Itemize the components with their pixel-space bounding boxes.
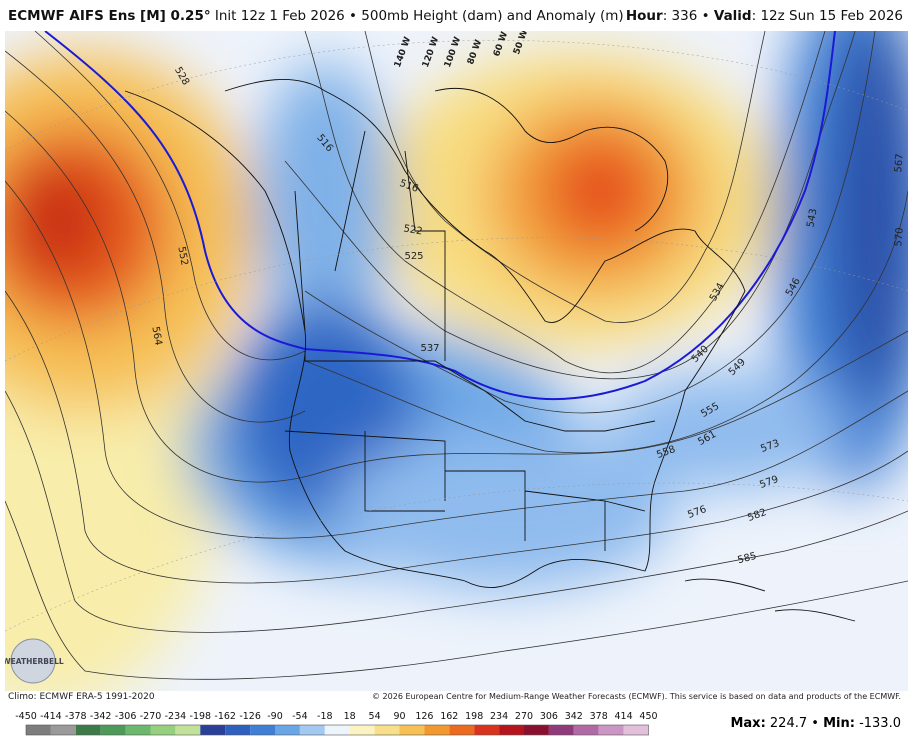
colorbar-label: -378 [65, 711, 87, 722]
colorbar-label: 162 [440, 711, 458, 722]
max-label: Max: [730, 716, 766, 731]
valid-label: Valid [713, 8, 752, 24]
contour-label: 543 [805, 208, 819, 229]
contour-label: 564 [149, 326, 163, 347]
colorbar-border [25, 724, 649, 736]
contour-label: 585 [736, 551, 757, 567]
colorbar: -450 -414 -378 -342 -306 -270 -234 -198 -162 -126… [15, 711, 658, 736]
header-right: Hour: 336 • Valid: 12z Sun 15 Feb 2026 [626, 8, 903, 24]
colorbar-label: -450 [15, 711, 37, 722]
colorbar-label: -54 [292, 711, 308, 722]
colorbar-label: 18 [344, 711, 356, 722]
contour-label: 522 [403, 223, 424, 237]
colorbar-label: -126 [239, 711, 261, 722]
contour-label: 567 [893, 153, 906, 173]
colorbar-label: -234 [165, 711, 187, 722]
max-min: Max: 224.7 • Min: -133.0 [730, 716, 901, 731]
540-contour [44, 31, 836, 401]
colorbar-swatch [100, 725, 126, 735]
colorbar-swatch [324, 725, 350, 735]
colorbar-swatch [399, 725, 425, 735]
colorbar-label: 54 [369, 711, 381, 722]
colorbar-swatch [299, 725, 325, 735]
separator: • [811, 716, 819, 731]
colorbar-label: 234 [490, 711, 508, 722]
colorbar-label: 378 [590, 711, 608, 722]
colorbar-label: 90 [393, 711, 405, 722]
colorbar-label: 270 [515, 711, 533, 722]
logo: WEATHERBELL [5, 638, 64, 684]
colorbar-label: -90 [267, 711, 283, 722]
colorbar-swatch [275, 725, 300, 735]
colorbar-swatch [623, 725, 649, 735]
hour: : 336 • [662, 8, 714, 24]
colorbar-label: -414 [40, 711, 62, 722]
colorbar-label: -342 [90, 711, 112, 722]
colorbar-label: 198 [465, 711, 483, 722]
colorbar-label: 450 [639, 711, 657, 722]
contour-label: 525 [404, 251, 423, 262]
colorbar-swatch [474, 725, 500, 735]
colorbar-label: 342 [565, 711, 583, 722]
colorbar-swatch [573, 725, 599, 735]
title: ECMWF AIFS Ens [M] 0.25° [8, 8, 211, 24]
min-label: Min: [823, 716, 855, 731]
map: 5285525645165165225255375345405435465495… [5, 31, 908, 691]
colorbar-label: -162 [214, 711, 236, 722]
colorbar-label: -198 [190, 711, 212, 722]
grid-lines [5, 40, 908, 632]
coastlines [124, 79, 856, 622]
contour-label: 570 [893, 227, 906, 247]
colorbar-swatch [424, 725, 450, 735]
colorbar-swatch [250, 725, 275, 735]
header-left: ECMWF AIFS Ens [M] 0.25° Init 12z 1 Feb … [8, 8, 624, 24]
colorbar-label: 306 [540, 711, 558, 722]
colorbar-swatch [548, 725, 574, 735]
min: -133.0 [859, 716, 901, 731]
colorbar-swatch [150, 725, 176, 735]
climo: Climo: ECMWF ERA-5 1991-2020 [8, 692, 155, 702]
contour-label: 552 [175, 246, 189, 267]
colorbar-swatch [449, 725, 475, 735]
colorbar-swatch [598, 725, 624, 735]
colorbar-label: -306 [115, 711, 137, 722]
colorbar-swatch [75, 725, 101, 735]
subtitle: Init 12z 1 Feb 2026 • 500mb Height (dam)… [214, 8, 624, 24]
colorbar-label: 126 [415, 711, 433, 722]
colorbar-label: -18 [317, 711, 333, 722]
colorbar-swatch [50, 725, 76, 735]
logo-text: WEATHERBELL [5, 657, 64, 666]
copyright: © 2026 European Centre for Medium-Range … [372, 692, 901, 701]
valid: : 12z Sun 15 Feb 2026 [751, 8, 903, 24]
hour-label: Hour [625, 8, 663, 24]
max: 224.7 [769, 716, 808, 731]
colorbar-swatch [175, 725, 201, 735]
colorbar-swatch [524, 725, 549, 735]
colorbar-swatch [200, 725, 226, 735]
colorbar-swatch [374, 725, 400, 735]
colorbar-label: 414 [615, 711, 633, 722]
colorbar-swatch [499, 725, 524, 735]
height-contours [5, 31, 908, 680]
colorbar-swatch [125, 725, 151, 735]
colorbar-swatch [26, 725, 51, 735]
contour-label: 537 [420, 343, 439, 354]
colorbar-swatch [225, 725, 251, 735]
colorbar-label: -270 [140, 711, 162, 722]
anomaly-field [5, 31, 908, 691]
colorbar-swatch [349, 725, 375, 735]
